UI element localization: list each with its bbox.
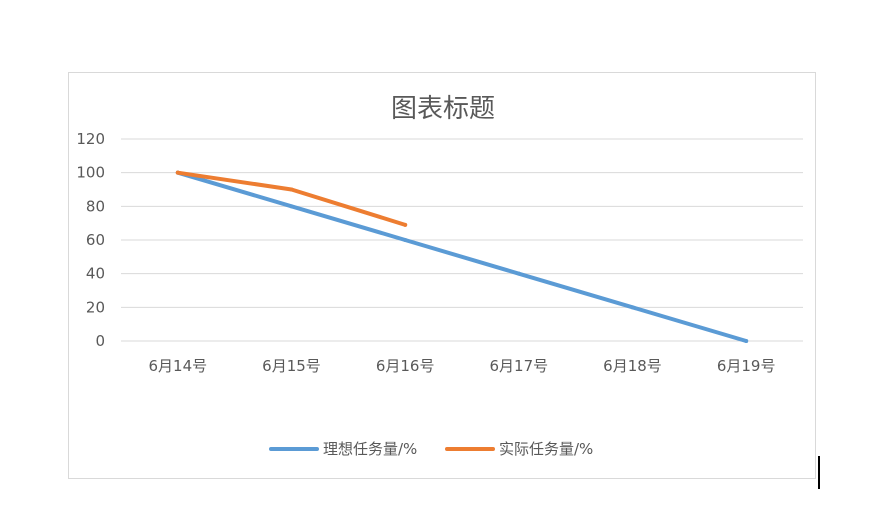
x-tick-label: 6月17号 [490,357,549,375]
y-axis-tick-labels: 0 20 40 60 80 100 120 [76,130,105,350]
chart-title: 图表标题 [391,94,495,124]
data-point [403,238,408,242]
data-point [630,305,635,310]
y-tick-label: 80 [86,197,105,215]
legend-item-1: 实际任务量/% [445,440,593,458]
data-point [516,271,521,276]
series-lines [175,170,749,343]
data-point [289,204,294,209]
y-tick-label: 60 [86,231,105,249]
line-chart: 图表标题 0 20 40 60 80 100 120 6月14号 6月15号 6月16号 6月17… [76,94,803,458]
x-tick-label: 6月14号 [149,357,208,375]
x-tick-label: 6月16号 [376,357,435,375]
series-line-0 [175,170,749,343]
legend-label: 理想任务量/% [323,440,417,458]
chart-area[interactable]: 图表标题 0 20 40 60 80 100 120 6月14号 6月15号 6月16号 6月17… [68,72,816,479]
legend-label: 实际任务量/% [499,440,593,458]
x-axis-tick-labels: 6月14号 6月15号 6月16号 6月17号 6月18号 6月19号 [149,357,776,375]
data-point [289,187,294,192]
data-point [403,222,408,227]
y-tick-label: 0 [95,332,105,350]
x-tick-label: 6月19号 [717,357,776,375]
x-tick-label: 6月15号 [262,357,321,375]
series-line-1 [175,170,408,227]
x-tick-label: 6月18号 [603,357,662,375]
y-tick-label: 100 [76,164,105,182]
y-tick-label: 120 [76,130,105,148]
data-point [744,339,749,343]
legend-item-0: 理想任务量/% [269,440,417,458]
gridlines [121,138,803,342]
text-cursor [818,456,820,489]
y-tick-label: 40 [86,265,105,283]
y-tick-label: 20 [86,298,105,316]
legend: 理想任务量/% 实际任务量/% [269,440,593,458]
data-point [175,170,180,175]
